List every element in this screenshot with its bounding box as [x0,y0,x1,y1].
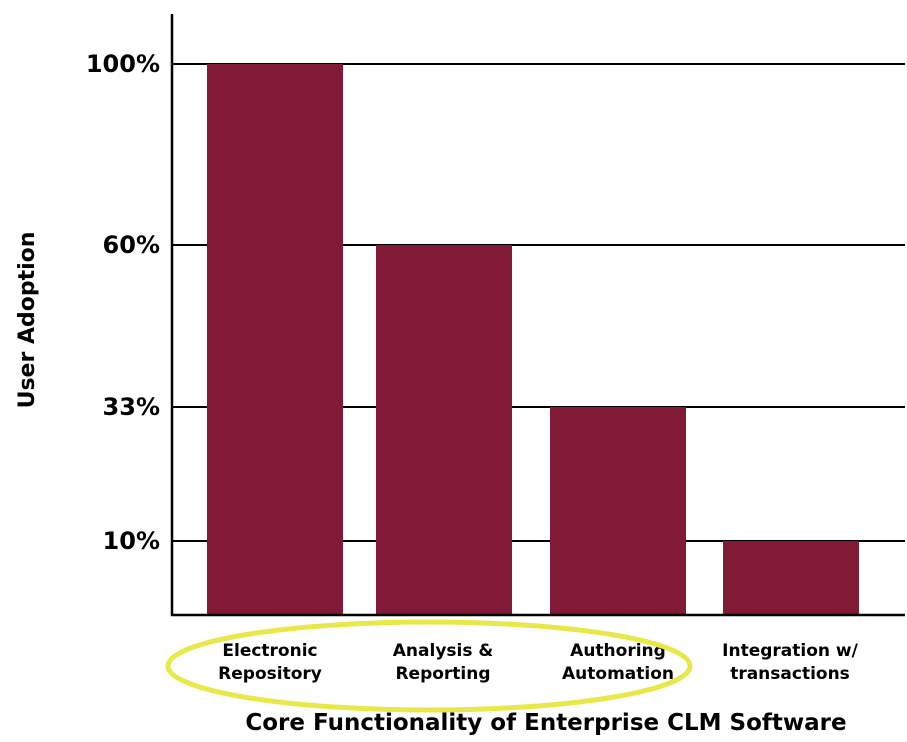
bars [207,64,859,615]
x-category-labels: Electronic Repository Analysis & Reporting A… [218,641,858,684]
y-tick-labels: 10% 33% 60% 100% [86,50,160,555]
x-category-label: Integration w/ [722,641,858,661]
y-tick-label: 33% [103,393,160,421]
y-tick-label: 60% [103,231,160,259]
bar [550,407,686,615]
x-category-label: transactions [730,664,850,684]
y-axis-title: User Adoption [15,232,40,409]
highlight-ellipse [165,619,693,713]
bar [723,541,859,615]
y-tick-label: 10% [103,527,160,555]
x-category-label: Repository [218,664,322,684]
x-category-label: Automation [562,664,674,684]
x-category-label: Electronic [222,641,317,661]
bar [376,245,512,615]
x-category-label: Authoring [570,641,666,661]
bar [207,64,343,615]
x-axis-title: Core Functionality of Enterprise CLM Sof… [245,710,846,736]
y-tick-label: 100% [86,50,160,78]
x-category-label: Analysis & [393,641,494,661]
axes [170,14,905,617]
x-category-label: Reporting [395,664,490,684]
